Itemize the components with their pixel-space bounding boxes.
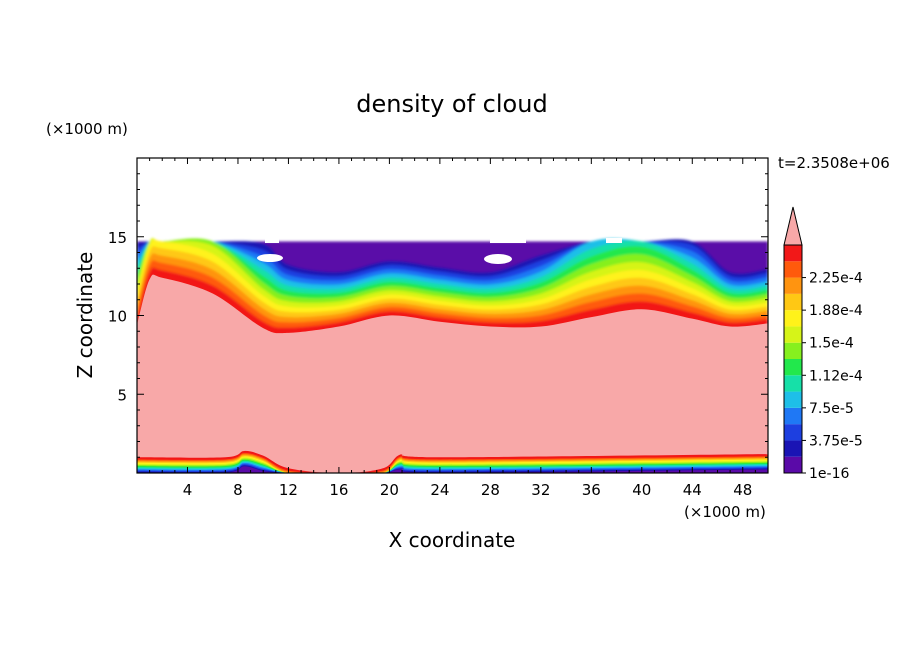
colorbar-swatch xyxy=(784,440,802,457)
colorbar-swatch xyxy=(784,391,802,408)
x-tick-label: 20 xyxy=(380,481,399,499)
colorbar-swatch xyxy=(784,407,802,425)
cloud-base-band-group xyxy=(137,452,768,473)
y-axis-ticks: 5 10 15 xyxy=(108,173,768,458)
colorbar-swatch xyxy=(784,456,802,473)
colorbar-swatch xyxy=(784,293,802,311)
colorbar-label: 1e-16 xyxy=(809,466,849,482)
y-tick-label: 5 xyxy=(117,386,127,404)
clear-patch xyxy=(257,254,283,262)
clear-notch xyxy=(606,238,622,243)
chart-title: density of cloud xyxy=(356,90,547,118)
colorbar-label: 1.88e-4 xyxy=(809,303,863,319)
x-tick-label: 48 xyxy=(733,481,752,499)
y-tick-label: 10 xyxy=(108,308,127,326)
colorbar-label: 7.5e-5 xyxy=(809,401,854,417)
colorbar-swatch xyxy=(784,310,802,327)
x-tick-label: 44 xyxy=(683,481,702,499)
x-tick-label: 24 xyxy=(430,481,449,499)
x-axis-label: X coordinate xyxy=(389,528,516,552)
colorbar-swatch xyxy=(784,359,802,376)
colorbar-overflow-triangle xyxy=(783,206,803,246)
cloud-base-band xyxy=(137,466,768,473)
y-tick-label: 15 xyxy=(108,229,127,247)
clear-notch xyxy=(490,238,526,243)
x-tick-label: 16 xyxy=(329,481,348,499)
x-tick-label: 8 xyxy=(233,481,243,499)
x-tick-label: 32 xyxy=(531,481,550,499)
clear-notch xyxy=(265,238,279,243)
colorbar-swatch xyxy=(784,326,802,343)
colorbar: 1e-16 3.75e-5 7.5e-5 1.12e-4 1.5e-4 1.88e-4 2.… xyxy=(783,206,863,482)
dense-cloud-core xyxy=(137,274,768,473)
cloud-base-band xyxy=(137,465,768,473)
x-tick-label: 4 xyxy=(183,481,193,499)
colorbar-swatch xyxy=(784,342,802,359)
x-tick-label: 36 xyxy=(582,481,601,499)
colorbar-swatch xyxy=(784,245,802,262)
x-tick-label: 28 xyxy=(481,481,500,499)
colorbar-label: 1.12e-4 xyxy=(809,368,863,384)
density-field xyxy=(137,237,768,473)
colorbar-frame xyxy=(783,244,803,474)
y-axis-label: Z coordinate xyxy=(73,252,97,379)
x-tick-label: 12 xyxy=(279,481,298,499)
colorbar-swatch xyxy=(784,277,802,294)
y-unit-label: (×1000 m) xyxy=(46,120,128,138)
colorbar-label: 3.75e-5 xyxy=(809,433,863,449)
time-label: t=2.3508e+06 xyxy=(778,154,890,172)
colorbar-label: 2.25e-4 xyxy=(809,271,863,287)
clear-patch xyxy=(484,254,512,264)
x-axis-ticks: 4 8 12 16 20 24 28 32 36 40 44 48 xyxy=(149,158,756,499)
colorbar-swatch xyxy=(784,375,802,392)
x-tick-label: 40 xyxy=(632,481,651,499)
colorbar-swatch xyxy=(784,424,802,441)
colorbar-label: 1.5e-4 xyxy=(809,336,854,352)
colorbar-swatch xyxy=(784,261,802,278)
x-unit-label: (×1000 m) xyxy=(684,503,766,521)
clear-air-patches xyxy=(257,238,622,264)
